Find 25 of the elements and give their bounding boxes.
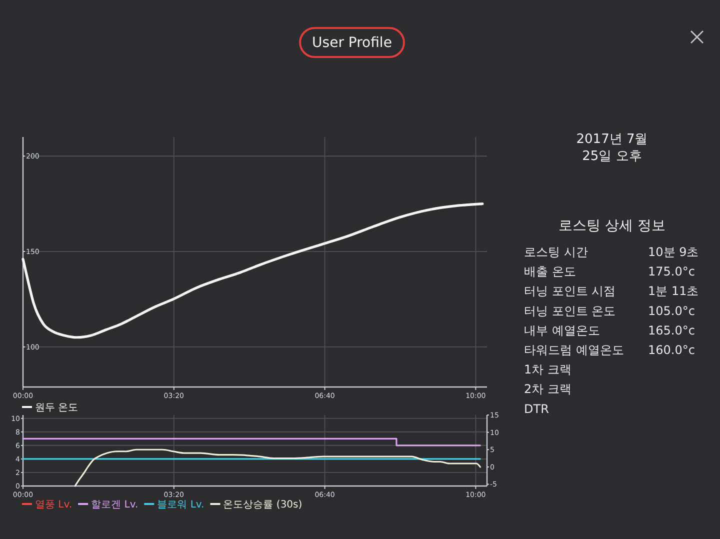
category-label: 터닝 포인트 온도: [524, 304, 616, 318]
legend-label: 할로겐 Lv.: [91, 500, 138, 510]
text: 165.0°c: [648, 323, 695, 338]
chart-title: User Profile: [312, 35, 392, 51]
category-label: 2차 크랙: [524, 382, 572, 396]
text: 175.0°c: [648, 264, 695, 279]
line-series: [74, 448, 482, 487]
legend-label: 온도상승률 (30s): [223, 500, 302, 510]
text: 1분 11초: [648, 284, 699, 298]
text: 160.0°c: [648, 343, 695, 357]
category-label: DTR: [524, 402, 549, 416]
category-label: 터닝 포인트 시점: [524, 284, 616, 298]
category-label: 내부 예열온도: [524, 323, 600, 338]
category-label: 1차 크랙: [524, 362, 572, 377]
legend-label: 블로워 Lv.: [157, 500, 204, 510]
category-label: 배출 온도: [524, 264, 576, 279]
legend-label: 열풍 Lv.: [35, 500, 72, 510]
text: 10분 9초: [648, 245, 699, 259]
text: 105.0°c: [648, 304, 695, 318]
line-series: [22, 202, 484, 339]
legend-label: 원두 온도: [35, 402, 78, 414]
category-label: 타워드럼 예열온도: [524, 343, 624, 357]
text: 2017년 7월 25일 오후: [576, 132, 648, 164]
category-label: 로스팅 시간: [524, 245, 588, 259]
text: 로스팅 상세 정보: [558, 218, 666, 234]
